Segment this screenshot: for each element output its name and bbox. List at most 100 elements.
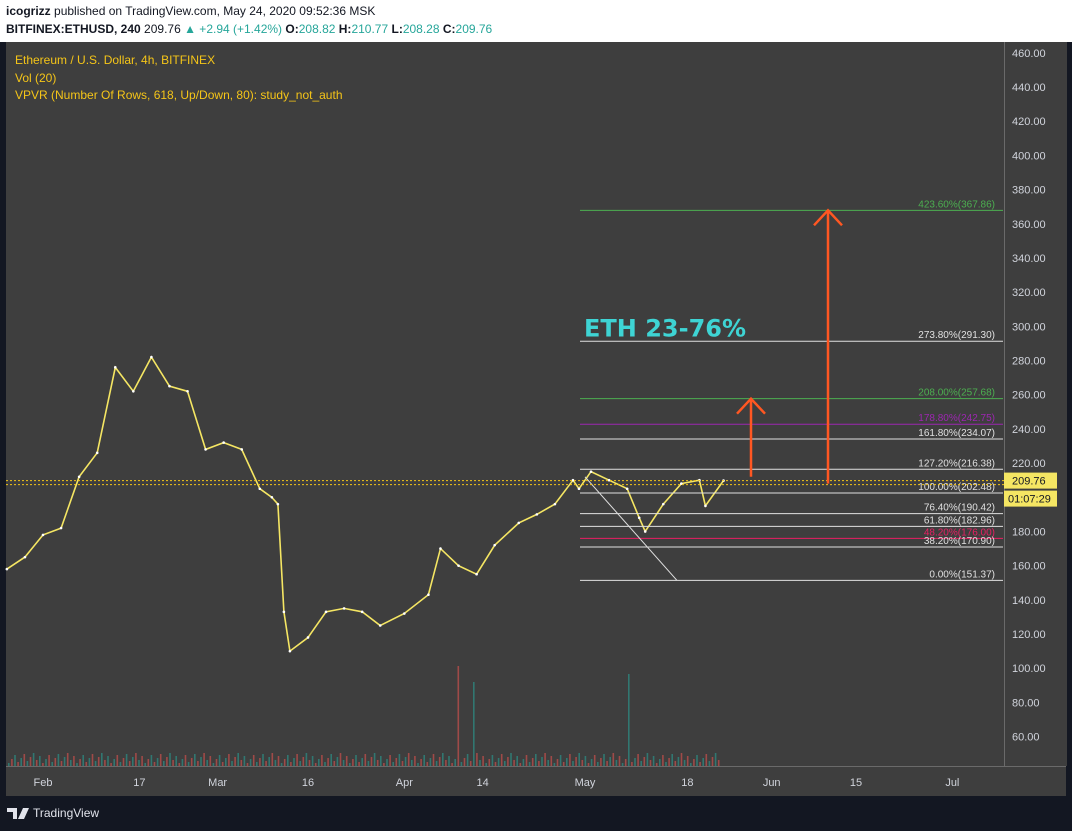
volume-bar [510, 753, 512, 766]
price-point [625, 487, 629, 491]
volume-bar [358, 762, 360, 766]
y-tick-label: 160.00 [1012, 561, 1046, 573]
y-tick-label: 80.00 [1012, 697, 1040, 709]
price-point [342, 607, 346, 610]
price-point [270, 495, 274, 499]
volume-bar [683, 760, 686, 766]
volume-bar [54, 758, 57, 766]
volume-bar [507, 757, 509, 766]
volume-bar [156, 758, 159, 766]
volume-bar [488, 759, 491, 766]
x-tick-label: Mar [208, 777, 227, 789]
price-point [643, 530, 647, 533]
close-value: 209.76 [455, 22, 493, 36]
y-tick-label: 100.00 [1012, 663, 1046, 675]
price-point [324, 610, 328, 614]
fib-trend-line [584, 476, 678, 581]
footer-brand[interactable]: TradingView [33, 806, 100, 820]
y-tick-label: 260.00 [1012, 390, 1046, 402]
volume-bar [621, 763, 624, 766]
volume-bar [203, 753, 205, 766]
price-point [150, 355, 153, 359]
volume-bar [76, 763, 78, 766]
volume-bar [234, 757, 236, 766]
volume-bar [702, 758, 704, 766]
author-name[interactable]: icogrizz [6, 4, 51, 18]
price-point [186, 389, 189, 393]
price-point [535, 513, 539, 516]
x-tick-label: 16 [302, 777, 314, 789]
price-point [41, 533, 45, 537]
publish-header: icogrizz published on TradingView.com, M… [0, 0, 1072, 42]
volume-bar [609, 757, 611, 766]
volume-bar [107, 756, 109, 766]
volume-bar [615, 760, 618, 766]
chart-pane[interactable] [6, 42, 1004, 766]
volume-bar [674, 761, 677, 766]
fib-level-label: 208.00%(257.68) [918, 388, 995, 399]
volume-bar [42, 763, 44, 766]
volume-bar [85, 762, 88, 766]
current-price-label: 209.76 [1012, 476, 1046, 488]
volume-bar [218, 755, 221, 766]
price-point [577, 487, 581, 491]
volume-bar [420, 759, 422, 766]
fib-level-label: 76.40%(190.42) [924, 503, 995, 514]
volume-bar [693, 759, 695, 766]
volume-bar [380, 756, 382, 766]
volume-bar [476, 753, 478, 766]
price-point [77, 475, 81, 479]
volume-bar [714, 753, 717, 766]
symbol-name[interactable]: BITFINEX:ETHUSD, 240 [6, 22, 141, 36]
volume-bar [116, 755, 119, 766]
volume-bar [268, 757, 270, 766]
volume-bar [519, 763, 522, 766]
volume-bar [32, 753, 35, 766]
volume-bar [287, 755, 289, 766]
volume-bar [355, 755, 357, 766]
volume-bar [231, 761, 233, 766]
y-tick-label: 460.00 [1012, 48, 1046, 60]
price-axis[interactable] [1004, 42, 1067, 766]
volume-bar [423, 755, 425, 766]
volume-bar [318, 759, 320, 766]
volume-bar [547, 760, 549, 766]
published-text: published on TradingView.com, May 24, 20… [54, 4, 376, 18]
volume-bar [696, 755, 698, 766]
volume-bar [29, 757, 32, 766]
x-tick-label: Apr [396, 777, 413, 789]
price-point [258, 487, 262, 491]
price-point [360, 610, 364, 614]
volume-bar [128, 761, 131, 766]
time-axis[interactable] [6, 766, 1066, 797]
open-label: O: [285, 22, 299, 36]
y-tick-label: 180.00 [1012, 526, 1046, 538]
volume-bar [590, 759, 593, 766]
volume-bar [553, 763, 556, 766]
price-point [306, 636, 310, 639]
price-point [553, 502, 557, 506]
x-tick-label: Jul [945, 777, 959, 789]
volume-bar [200, 757, 202, 766]
volume-bar [240, 760, 243, 766]
volume-bar [206, 760, 208, 766]
volume-bar [163, 761, 165, 766]
volume-bar [184, 755, 187, 766]
volume-bar [361, 758, 363, 766]
y-tick-label: 120.00 [1012, 629, 1046, 641]
volume-bar [597, 762, 599, 766]
fib-level-label: 178.80%(242.75) [918, 413, 995, 424]
volume-bar [333, 761, 336, 766]
price-point [427, 593, 430, 597]
volume-bar [51, 762, 53, 766]
volume-bar [327, 758, 329, 766]
volume-bar [659, 759, 661, 766]
volume-bar [299, 761, 301, 766]
volume-bar [122, 758, 125, 766]
volume-bar [389, 755, 391, 766]
volume-bar [448, 756, 450, 766]
volume-bar [662, 755, 664, 766]
volume-bar [705, 754, 708, 766]
volume-bar [665, 762, 667, 766]
price-series-line [6, 355, 725, 653]
